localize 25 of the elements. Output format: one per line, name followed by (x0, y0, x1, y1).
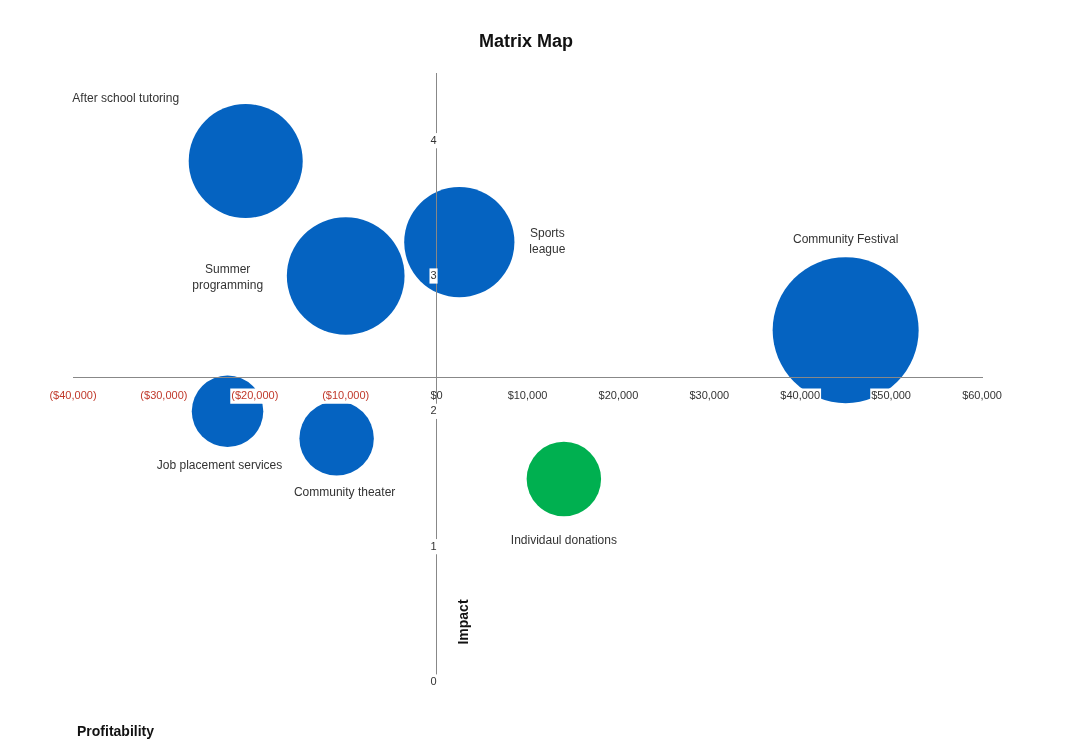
series-label: Summer programming (192, 262, 264, 293)
chart-title: Matrix Map (478, 31, 574, 52)
x-tick-label: $60,000 (962, 389, 1002, 402)
x-tick-label: ($30,000) (140, 389, 188, 402)
y-tick-label: 1 (430, 539, 437, 552)
series-label: Community theater (293, 484, 396, 499)
text: After school tutoring (72, 91, 180, 106)
text: Individaul donations (510, 533, 617, 548)
x-tick-label: $30,000 (689, 389, 730, 402)
series-label: Community Festival (792, 232, 899, 247)
y-tick-label: 3 (430, 269, 437, 282)
y-tick-label: 4 (430, 133, 437, 146)
x-tick-label: $20,000 (598, 389, 639, 402)
x-tick-label: ($10,000) (322, 389, 370, 402)
x-axis-title: Profitability (77, 722, 155, 739)
series-label: Job placement services (156, 457, 283, 472)
x-tick-label: ($20,000) (231, 389, 279, 402)
x-tick-label: $10,000 (507, 389, 548, 402)
x-tick-label: $50,000 (871, 389, 911, 402)
y-axis-title: Impact (455, 599, 472, 645)
y-tick-label: 0 (430, 675, 437, 688)
y-tick-label: 2 (430, 404, 437, 417)
series-label: Sports league (529, 226, 566, 257)
x-tick-label: ($40,000) (49, 389, 97, 402)
x-tick-label: $40,000 (780, 389, 821, 402)
